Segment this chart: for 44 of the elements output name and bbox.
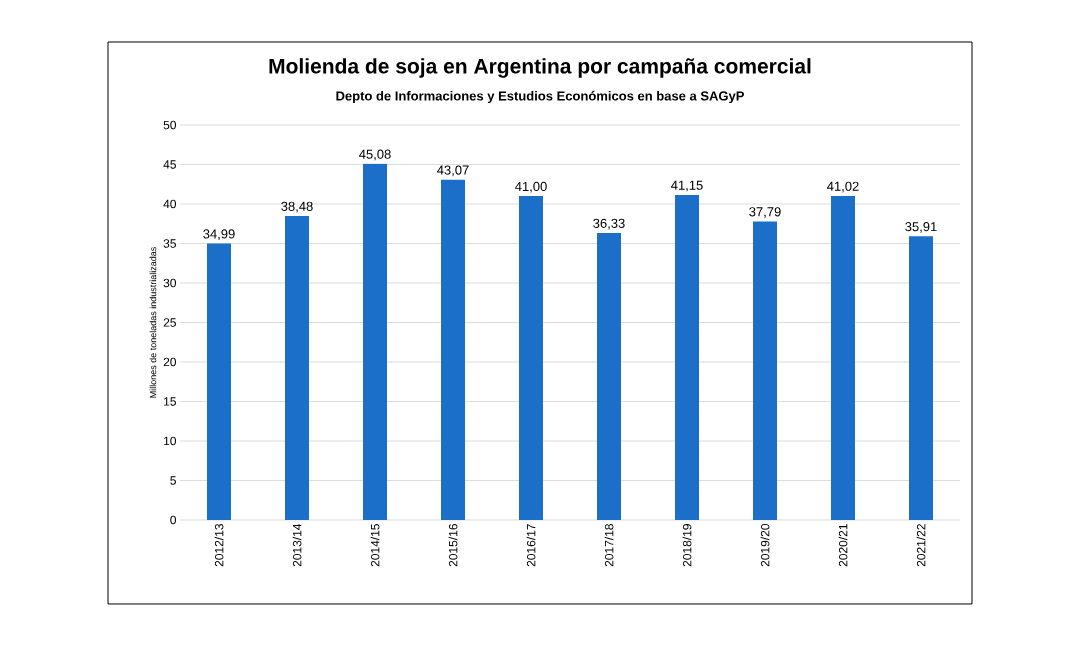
x-tick-label: 2013/14	[292, 523, 302, 567]
x-tick-label: 2019/20	[760, 523, 770, 567]
x-tick-label: 2021/22	[916, 524, 926, 567]
x-tick-label: 2016/17	[526, 524, 536, 567]
bar	[519, 196, 543, 520]
chart-title: Molienda de soja en Argentina por campaña comercial	[269, 58, 811, 78]
y-tick-label: 45	[163, 160, 176, 169]
data-label: 41,00	[515, 181, 547, 193]
bar	[675, 194, 699, 520]
y-tick-label: 25	[163, 318, 176, 327]
y-tick-label: 10	[164, 436, 177, 446]
bar	[441, 179, 465, 520]
bar	[285, 216, 310, 520]
x-tick-label: 2012/13	[214, 524, 224, 567]
x-tick-label: 2018/19	[682, 524, 692, 567]
data-label: 43,07	[437, 165, 469, 177]
y-tick-label: 0	[170, 515, 177, 525]
bar	[207, 243, 232, 520]
data-label: 37,79	[749, 207, 781, 218]
bar	[597, 232, 621, 520]
chart-subtitle: Depto de Informaciones y Estudios Económicos en base a SAGyP	[336, 90, 744, 104]
y-axis-title: Millones de toneladas industrializadas	[149, 247, 157, 398]
data-label: 38,48	[281, 201, 313, 213]
bar	[363, 163, 388, 520]
y-tick-label: 5	[170, 476, 176, 485]
bar	[909, 236, 933, 520]
data-label: 45,08	[359, 149, 391, 161]
data-label: 41,15	[671, 180, 703, 192]
data-label: 41,02	[827, 181, 859, 193]
y-tick-label: 50	[163, 120, 177, 130]
data-label: 36,33	[593, 218, 625, 230]
x-tick-label: 2017/18	[604, 524, 614, 567]
y-tick-label: 20	[163, 357, 177, 367]
x-tick-label: 2020/21	[838, 524, 848, 567]
data-label: 35,91	[905, 222, 937, 233]
y-tick-label: 40	[163, 199, 177, 209]
bar	[753, 221, 777, 520]
data-label: 34,99	[203, 229, 235, 241]
x-tick-label: 2014/15	[370, 524, 380, 567]
y-tick-label: 15	[164, 397, 176, 406]
x-tick-label: 2015/16	[448, 524, 458, 567]
bar	[831, 195, 855, 520]
y-tick-label: 35	[163, 239, 176, 248]
y-tick-label: 30	[163, 278, 177, 288]
